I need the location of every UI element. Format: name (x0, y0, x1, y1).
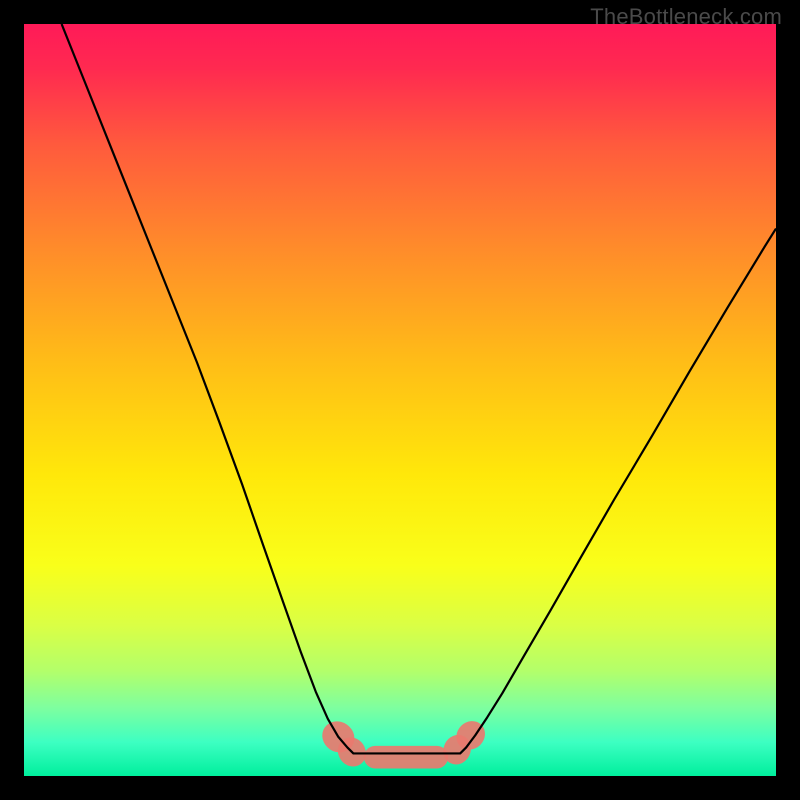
plot-area (24, 24, 776, 776)
marker-track (316, 715, 491, 772)
curve-layer (24, 24, 776, 776)
watermark-text: TheBottleneck.com (590, 4, 782, 30)
bottleneck-curve (62, 24, 776, 753)
